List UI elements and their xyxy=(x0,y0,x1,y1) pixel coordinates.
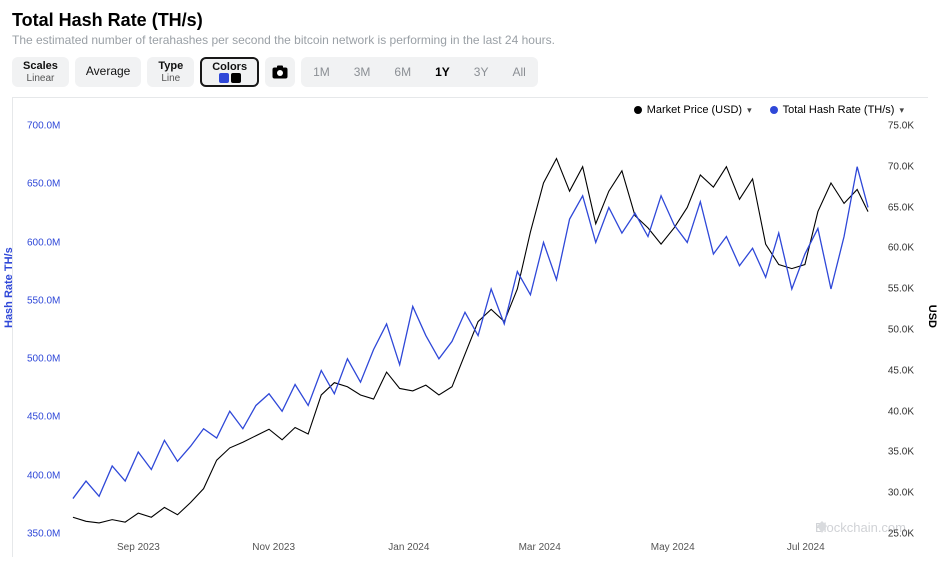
page-subtitle: The estimated number of terahashes per s… xyxy=(12,33,929,47)
y-left-tick: 600.0M xyxy=(27,237,60,248)
y-left-tick: 350.0M xyxy=(27,529,60,540)
chart-container: Market Price (USD) ▾ Total Hash Rate (TH… xyxy=(12,97,928,557)
colors-button[interactable]: Colors xyxy=(200,57,259,87)
y-left-tick: 500.0M xyxy=(27,354,60,365)
swatch-series-a xyxy=(231,73,241,83)
type-value: Line xyxy=(161,73,180,85)
range-all[interactable]: All xyxy=(500,57,537,87)
swatch-series-b xyxy=(219,73,229,83)
type-button[interactable]: Type Line xyxy=(147,57,194,87)
scales-button[interactable]: Scales Linear xyxy=(12,57,69,87)
average-button[interactable]: Average xyxy=(75,57,141,87)
time-range-selector: 1M3M6M1Y3YAll xyxy=(301,57,538,87)
y-left-tick: 650.0M xyxy=(27,179,60,190)
range-3m[interactable]: 3M xyxy=(342,57,383,87)
color-swatches xyxy=(219,73,241,83)
x-tick: Mar 2024 xyxy=(519,542,561,553)
scales-label: Scales xyxy=(23,60,58,73)
range-3y[interactable]: 3Y xyxy=(462,57,501,87)
y-right-tick: 25.0K xyxy=(888,529,914,540)
screenshot-button[interactable] xyxy=(265,57,295,87)
page-title: Total Hash Rate (TH/s) xyxy=(12,10,929,31)
chart-controls: Scales Linear Average Type Line Colors 1… xyxy=(0,51,941,97)
y-right-tick: 35.0K xyxy=(888,447,914,458)
y-left-tick: 450.0M xyxy=(27,412,60,423)
y-right-tick: 40.0K xyxy=(888,406,914,417)
y-right-tick: 75.0K xyxy=(888,121,914,132)
x-tick: Sep 2023 xyxy=(117,542,160,553)
type-label: Type xyxy=(158,60,183,73)
y-right-tick: 55.0K xyxy=(888,284,914,295)
x-tick: Nov 2023 xyxy=(252,542,295,553)
y-right-tick: 30.0K xyxy=(888,488,914,499)
scales-value: Linear xyxy=(27,73,55,85)
y-right-tick: 60.0K xyxy=(888,243,914,254)
y-right-tick: 45.0K xyxy=(888,365,914,376)
y-right-tick: 65.0K xyxy=(888,202,914,213)
y-left-tick: 700.0M xyxy=(27,121,60,132)
y-left-tick: 550.0M xyxy=(27,295,60,306)
y-right-tick: 50.0K xyxy=(888,325,914,336)
range-6m[interactable]: 6M xyxy=(382,57,423,87)
range-1m[interactable]: 1M xyxy=(301,57,342,87)
colors-label: Colors xyxy=(212,61,247,74)
x-tick: Jan 2024 xyxy=(388,542,429,553)
y-right-tick: 70.0K xyxy=(888,161,914,172)
camera-icon xyxy=(272,65,288,79)
x-tick: May 2024 xyxy=(651,542,695,553)
y-left-tick: 400.0M xyxy=(27,470,60,481)
logo-icon xyxy=(815,520,829,534)
range-1y[interactable]: 1Y xyxy=(423,57,462,87)
x-tick: Jul 2024 xyxy=(787,542,825,553)
chart-svg xyxy=(13,98,928,557)
